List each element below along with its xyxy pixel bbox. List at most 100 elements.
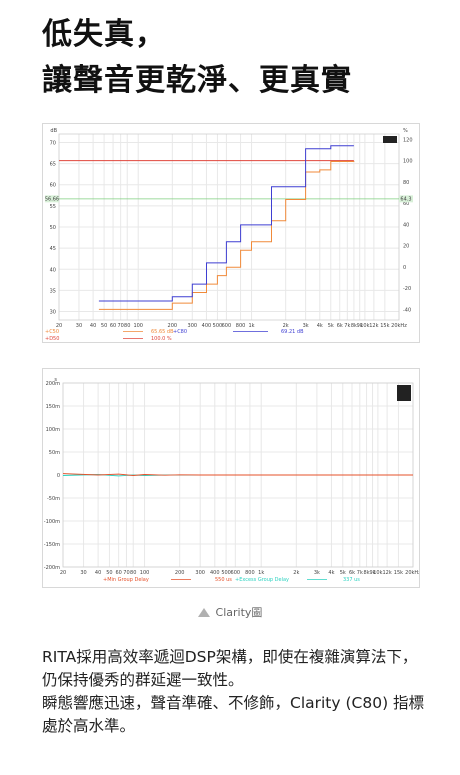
x-tick-label: 2k: [283, 323, 289, 329]
x-tick-label: 60: [110, 323, 116, 329]
y-tick-label: 50m: [49, 450, 60, 456]
y-tick-label-left: 30: [50, 310, 56, 316]
x-tick-label: 100: [133, 323, 143, 329]
y-tick-label-left: 40: [50, 267, 56, 273]
x-tick-label: 200: [168, 323, 178, 329]
x-tick-label: 70: [123, 570, 129, 576]
cursor-value-left: 56.66: [45, 197, 59, 203]
x-tick-label: 1k: [258, 570, 264, 576]
legend-label-excess-group-delay: +Excess Group Delay: [235, 577, 289, 583]
x-tick-label: 40: [90, 323, 96, 329]
y-tick-label-left: 55: [50, 204, 56, 210]
headline: 低失真， 讓聲音更乾淨、更真實: [42, 12, 352, 104]
caption-text: Clarity圖: [215, 606, 263, 619]
x-tick-label: 500: [213, 323, 223, 329]
y-tick-label: -200m: [44, 565, 60, 571]
x-tick-label: 5k: [340, 570, 346, 576]
x-tick-label: 8k: [364, 570, 370, 576]
legend-value-c50: 65.65 dB: [151, 329, 174, 335]
x-tick-label: 12k: [382, 570, 391, 576]
headline-line-1: 低失真，: [42, 17, 166, 52]
x-tick-label: 20kHz: [405, 570, 419, 576]
logo-badge: [397, 385, 411, 401]
y-tick-label-left: 65: [50, 162, 56, 168]
x-tick-label: 60: [115, 570, 121, 576]
legend-label-min-group-delay: +Min Group Delay: [103, 577, 149, 583]
x-tick-label: 20kHz: [391, 323, 407, 329]
y-tick-label: -50m: [47, 496, 60, 502]
x-tick-label: 30: [76, 323, 82, 329]
figure-caption: Clarity圖: [0, 604, 460, 620]
x-tick-label: 10k: [360, 323, 369, 329]
y-tick-label-right: 100: [403, 159, 413, 165]
y-tick-label-right: 20: [403, 244, 409, 250]
x-tick-label: 12k: [369, 323, 378, 329]
legend-value-excess-group-delay: 337 us: [343, 577, 360, 583]
x-tick-label: 80: [130, 570, 136, 576]
x-tick-label: 15k: [394, 570, 403, 576]
x-tick-label: 600: [231, 570, 241, 576]
x-tick-label: 600: [222, 323, 232, 329]
clarity-chart-svg: dB %706560555045403530120100806040200-20-…: [45, 128, 413, 342]
x-tick-label: 7k: [357, 570, 363, 576]
x-tick-label: 3k: [314, 570, 320, 576]
headline-line-2: 讓聲音更乾淨、更真實: [42, 63, 352, 98]
x-tick-label: 3k: [303, 323, 309, 329]
y-tick-label: 0: [57, 473, 60, 479]
y-tick-label-right: 40: [403, 222, 409, 228]
cursor-badge-left: [45, 195, 59, 203]
x-tick-label: 800: [245, 570, 255, 576]
y-tick-label-right: 60: [403, 201, 409, 207]
x-tick-label: 400: [202, 323, 212, 329]
legend-label-c50: +C50: [45, 329, 59, 335]
clarity-chart: dB% 70 65 60 55 50 45 40 35 30 120 100 80 60 40 20 0 -20-…: [42, 123, 420, 343]
y-unit-left: dB: [50, 128, 57, 134]
y-tick-label: -100m: [44, 519, 60, 525]
x-tick-label: 30: [80, 570, 86, 576]
y-tick-label-right: -40: [403, 307, 411, 313]
x-tick-label: 200: [175, 570, 185, 576]
y-tick-label-right: -20: [403, 286, 411, 292]
group-delay-chart: s 200m 150m 100m 50m 0 -50m -100m -150m -200m 20 30…: [42, 368, 420, 588]
x-tick-label: 500: [221, 570, 231, 576]
x-tick-label: 4k: [317, 323, 323, 329]
x-tick-label: 9k: [370, 570, 376, 576]
series-line-min-group-delay: [62, 473, 413, 476]
x-tick-label: 80: [124, 323, 130, 329]
x-tick-label: 6k: [349, 570, 355, 576]
y-tick-label: 150m: [46, 404, 61, 410]
y-tick-label-left: 70: [50, 140, 56, 146]
x-tick-label: 40: [95, 570, 101, 576]
paragraph-dsp: RITA採用高效率遞迴DSP架構，即使在複雜演算法下，仍保持優秀的群延遲一致性。: [42, 648, 418, 689]
x-tick-label: 400: [210, 570, 220, 576]
x-tick-label: 6k: [337, 323, 343, 329]
x-tick-label: 20: [60, 570, 66, 576]
x-tick-label: 8k: [351, 323, 357, 329]
legend-label-c80: +C80: [173, 329, 187, 335]
x-tick-label: 10k: [373, 570, 382, 576]
y-tick-label-right: 0: [403, 265, 406, 271]
x-tick-label: 7k: [344, 323, 350, 329]
x-tick-label: 9k: [357, 323, 363, 329]
y-tick-label-left: 45: [50, 246, 56, 252]
triangle-up-icon: [197, 608, 210, 617]
y-tick-label-left: 35: [50, 288, 56, 294]
y-tick-label-right: 120: [403, 137, 413, 143]
x-tick-label: 2k: [293, 570, 299, 576]
cursor-badge-right: [399, 195, 413, 203]
y-tick-label-right: 80: [403, 180, 409, 186]
plot-frame: [58, 133, 400, 321]
y-tick-label: 200m: [46, 381, 61, 387]
legend-value-c80: 69.21 dB: [281, 329, 304, 335]
legend-value-d50: 100.0 %: [151, 336, 172, 342]
legend-value-min-group-delay: 550 us: [215, 577, 232, 583]
legend-label-d50: +D50: [45, 336, 59, 342]
x-tick-label: 5k: [328, 323, 334, 329]
x-tick-label: 20: [56, 323, 62, 329]
x-tick-label: 4k: [328, 570, 334, 576]
logo-badge: [383, 136, 397, 143]
y-tick-label: -150m: [44, 542, 60, 548]
series-line-c80: [98, 145, 354, 302]
x-tick-label: 800: [236, 323, 246, 329]
